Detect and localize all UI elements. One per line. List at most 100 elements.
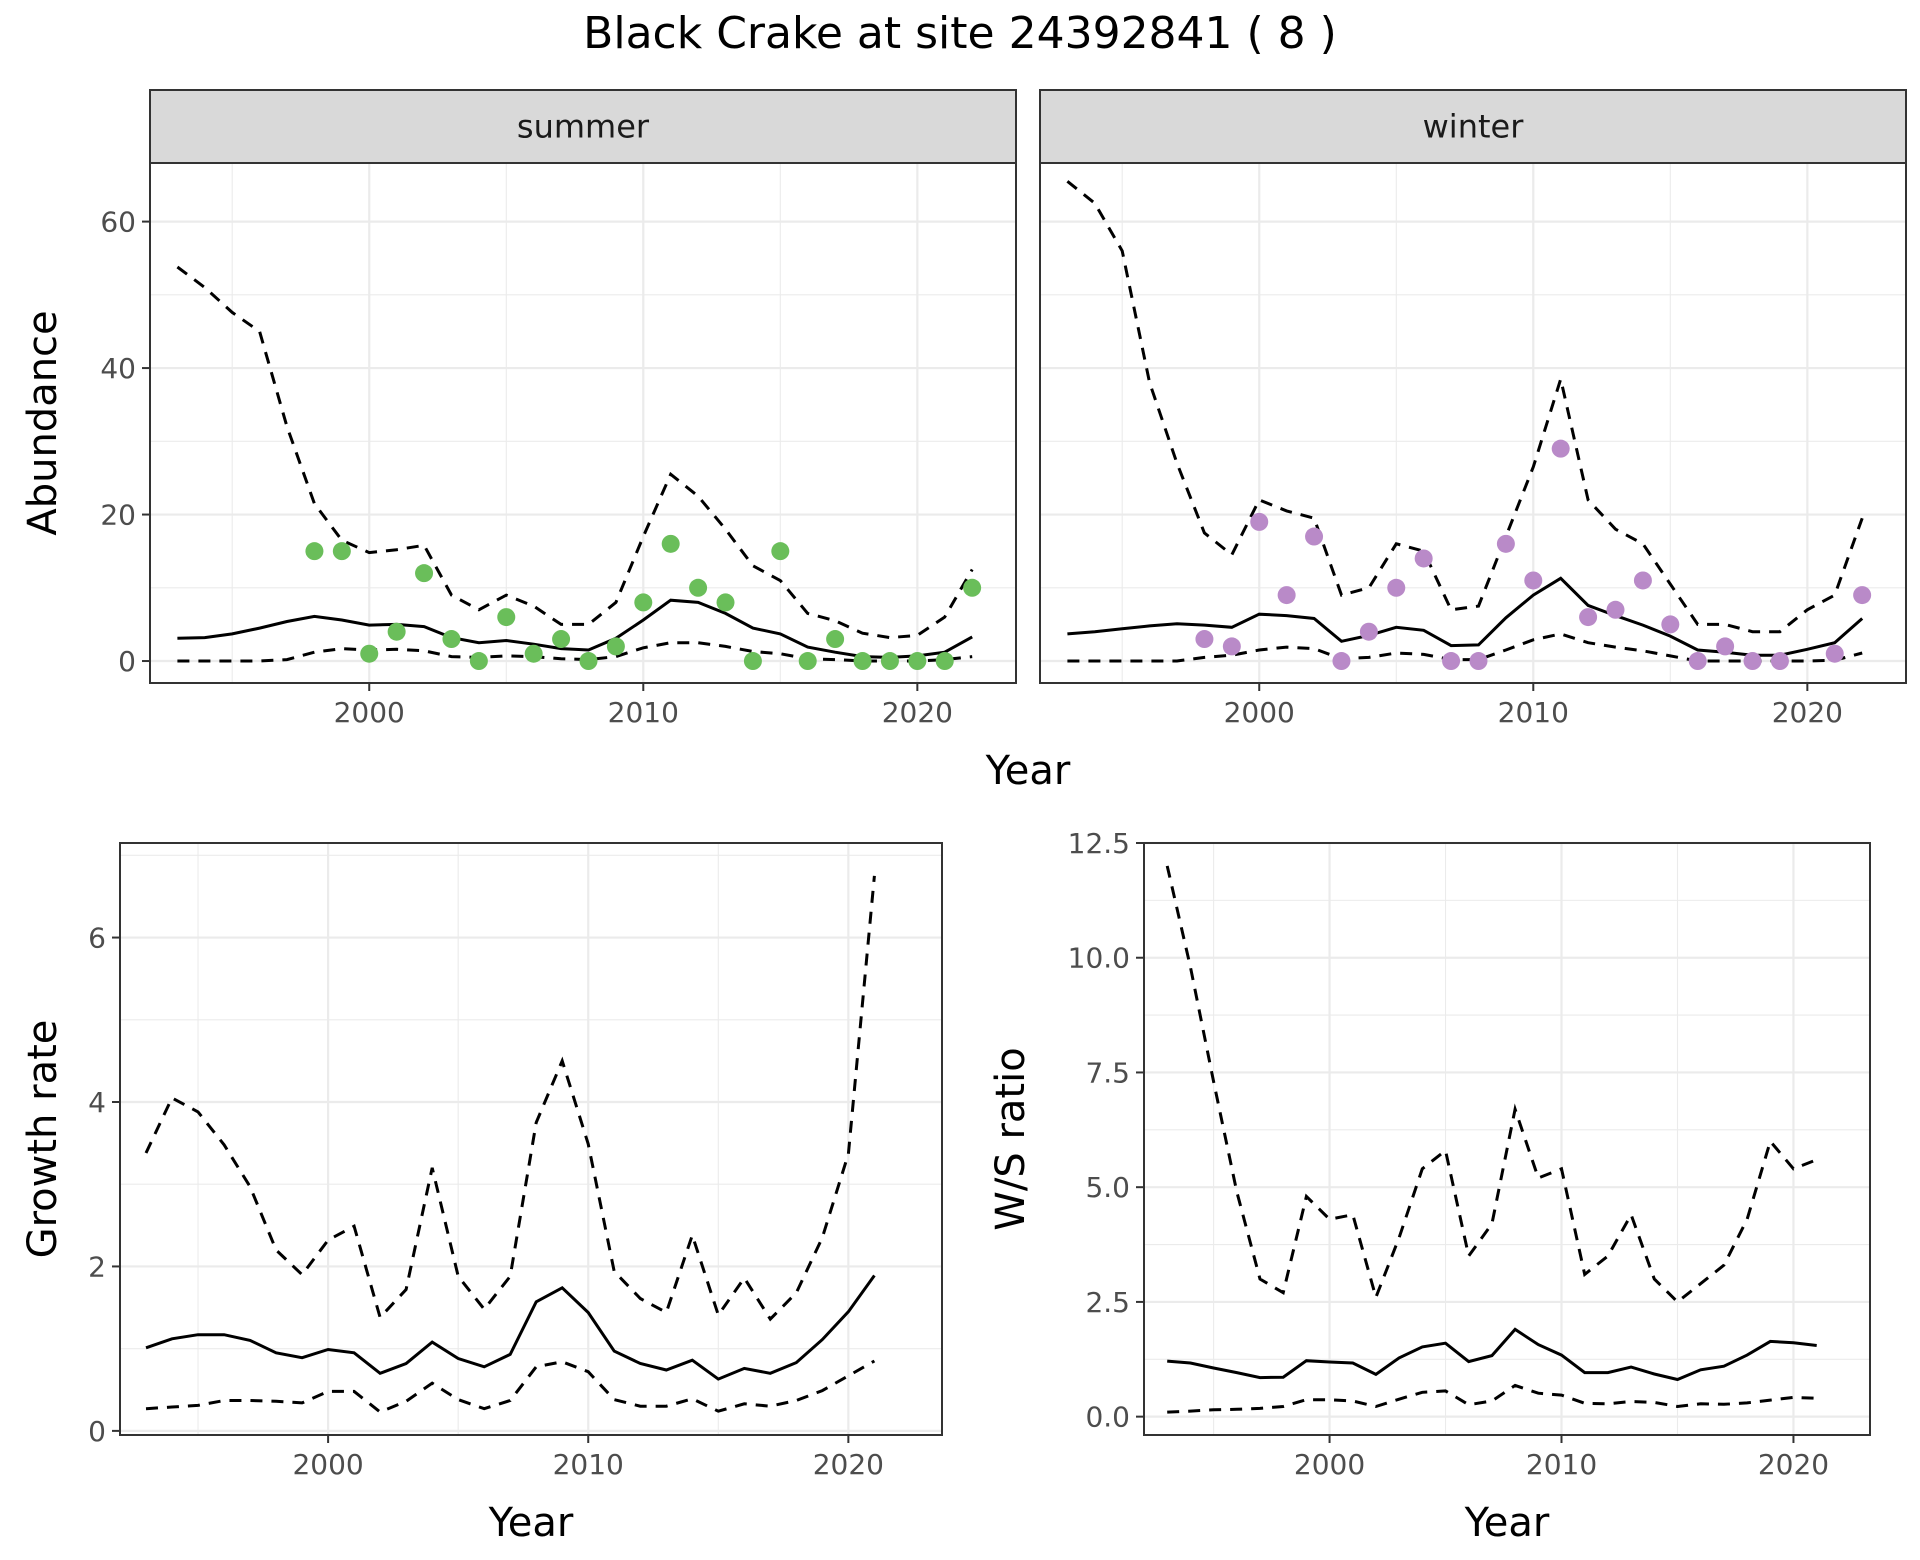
x-tick-label: 2000 bbox=[292, 1448, 363, 1481]
series-line-lower-bound bbox=[177, 641, 973, 663]
y-tick-label: 0 bbox=[118, 645, 136, 678]
data-point bbox=[908, 652, 927, 671]
data-point bbox=[1524, 571, 1543, 590]
data-point bbox=[771, 542, 790, 561]
panel-border bbox=[1143, 842, 1871, 1436]
y-tick-label: 12.5 bbox=[1068, 827, 1130, 860]
data-point bbox=[1606, 600, 1625, 619]
data-point bbox=[853, 652, 872, 671]
x-axis-title-growth-rate: Year bbox=[488, 1500, 574, 1546]
x-tick-label: 2020 bbox=[1758, 1448, 1829, 1481]
x-tick-label: 2010 bbox=[608, 696, 679, 729]
data-point bbox=[579, 652, 598, 671]
data-point bbox=[826, 630, 845, 649]
data-point bbox=[1387, 578, 1406, 597]
series-line-estimate bbox=[177, 598, 973, 659]
series-line-estimate bbox=[145, 1274, 876, 1381]
panel-border bbox=[149, 162, 1017, 684]
y-tick-label: 10.0 bbox=[1068, 942, 1130, 975]
data-point bbox=[1716, 637, 1735, 656]
y-tick-label: 2.5 bbox=[1085, 1286, 1130, 1319]
data-point bbox=[415, 564, 434, 583]
x-tick-label: 2020 bbox=[882, 696, 953, 729]
y-axis-title-growth-rate: Growth rate bbox=[20, 1020, 66, 1259]
data-point bbox=[1770, 652, 1789, 671]
data-point bbox=[552, 630, 571, 649]
x-tick-label: 2010 bbox=[1498, 696, 1569, 729]
x-tick-label: 2000 bbox=[1224, 696, 1295, 729]
data-point bbox=[1551, 439, 1570, 458]
data-point bbox=[1277, 586, 1296, 605]
data-point bbox=[1250, 512, 1269, 531]
data-point bbox=[1743, 652, 1762, 671]
data-point bbox=[1579, 608, 1598, 627]
y-tick-label: 7.5 bbox=[1085, 1056, 1130, 1089]
data-point bbox=[1688, 652, 1707, 671]
data-point bbox=[1633, 571, 1652, 590]
y-tick-label: 2 bbox=[88, 1250, 106, 1283]
chart-title: Black Crake at site 24392841 ( 8 ) bbox=[583, 8, 1337, 59]
data-point bbox=[689, 578, 708, 597]
x-tick-label: 2020 bbox=[813, 1448, 884, 1481]
y-tick-label: 60 bbox=[100, 206, 136, 239]
panel-growth: 2000 2010 2020 0 2 4 6 bbox=[88, 842, 943, 1481]
data-point bbox=[1359, 622, 1378, 641]
y-axis-title-ws-ratio: W/S ratio bbox=[988, 1047, 1034, 1230]
panel-border bbox=[119, 842, 943, 1436]
data-point bbox=[1195, 630, 1214, 649]
x-tick-label: 2010 bbox=[1526, 1448, 1597, 1481]
series-line-upper-bound bbox=[1066, 180, 1864, 634]
data-point bbox=[497, 608, 516, 627]
series-line-lower-bound bbox=[1167, 1383, 1817, 1414]
panel-summer: summer 2000 2010 2020 0 20 40 60 bbox=[100, 89, 1017, 729]
panel-border bbox=[1039, 162, 1907, 684]
data-point bbox=[1469, 652, 1488, 671]
data-point bbox=[661, 534, 680, 553]
y-tick-label: 20 bbox=[100, 499, 136, 532]
y-axis-title-abundance: Abundance bbox=[20, 310, 66, 535]
data-point bbox=[743, 652, 762, 671]
data-point bbox=[360, 644, 379, 663]
data-point bbox=[1332, 652, 1351, 671]
data-point bbox=[798, 652, 817, 671]
series-line-lower-bound bbox=[145, 1359, 876, 1414]
y-tick-label: 6 bbox=[88, 922, 106, 955]
series-line-estimate bbox=[1067, 576, 1864, 657]
data-point bbox=[1222, 637, 1241, 656]
data-point bbox=[442, 630, 461, 649]
y-tick-label: 40 bbox=[100, 352, 136, 385]
data-point bbox=[634, 593, 653, 612]
data-point bbox=[935, 652, 954, 671]
y-tick-label: 5.0 bbox=[1085, 1171, 1130, 1204]
data-point bbox=[1661, 615, 1680, 634]
x-tick-label: 2000 bbox=[1294, 1448, 1365, 1481]
series-line-upper-bound bbox=[176, 265, 974, 640]
data-point bbox=[1442, 652, 1461, 671]
data-point bbox=[1305, 527, 1324, 546]
y-tick-label: 4 bbox=[88, 1086, 106, 1119]
x-tick-label: 2000 bbox=[334, 696, 405, 729]
data-point bbox=[524, 644, 543, 663]
series-line-lower-bound bbox=[1067, 632, 1863, 663]
panel-ws: 2000 2010 2020 0.0 2.5 5.0 7.5 10.0 12.5 bbox=[1068, 827, 1871, 1481]
facet-label: winter bbox=[1423, 108, 1525, 146]
data-point bbox=[880, 652, 899, 671]
x-tick-label: 2020 bbox=[1772, 696, 1843, 729]
x-axis-title-ws-ratio: Year bbox=[1464, 1500, 1550, 1546]
panel-winter: winter 2000 2010 2020 bbox=[1039, 89, 1907, 729]
data-point bbox=[1414, 549, 1433, 568]
data-point bbox=[332, 542, 351, 561]
data-point bbox=[1825, 644, 1844, 663]
data-point bbox=[305, 542, 324, 561]
y-tick-label: 0 bbox=[88, 1415, 106, 1448]
facet-strip bbox=[1039, 89, 1907, 164]
data-point bbox=[606, 637, 625, 656]
series-line-estimate bbox=[1167, 1327, 1817, 1382]
series-line-upper-bound bbox=[1165, 865, 1818, 1304]
y-tick-label: 0.0 bbox=[1085, 1401, 1130, 1434]
facet-strip bbox=[149, 89, 1017, 164]
facet-label: summer bbox=[517, 108, 650, 146]
data-point bbox=[387, 622, 406, 641]
data-point bbox=[1496, 534, 1515, 553]
